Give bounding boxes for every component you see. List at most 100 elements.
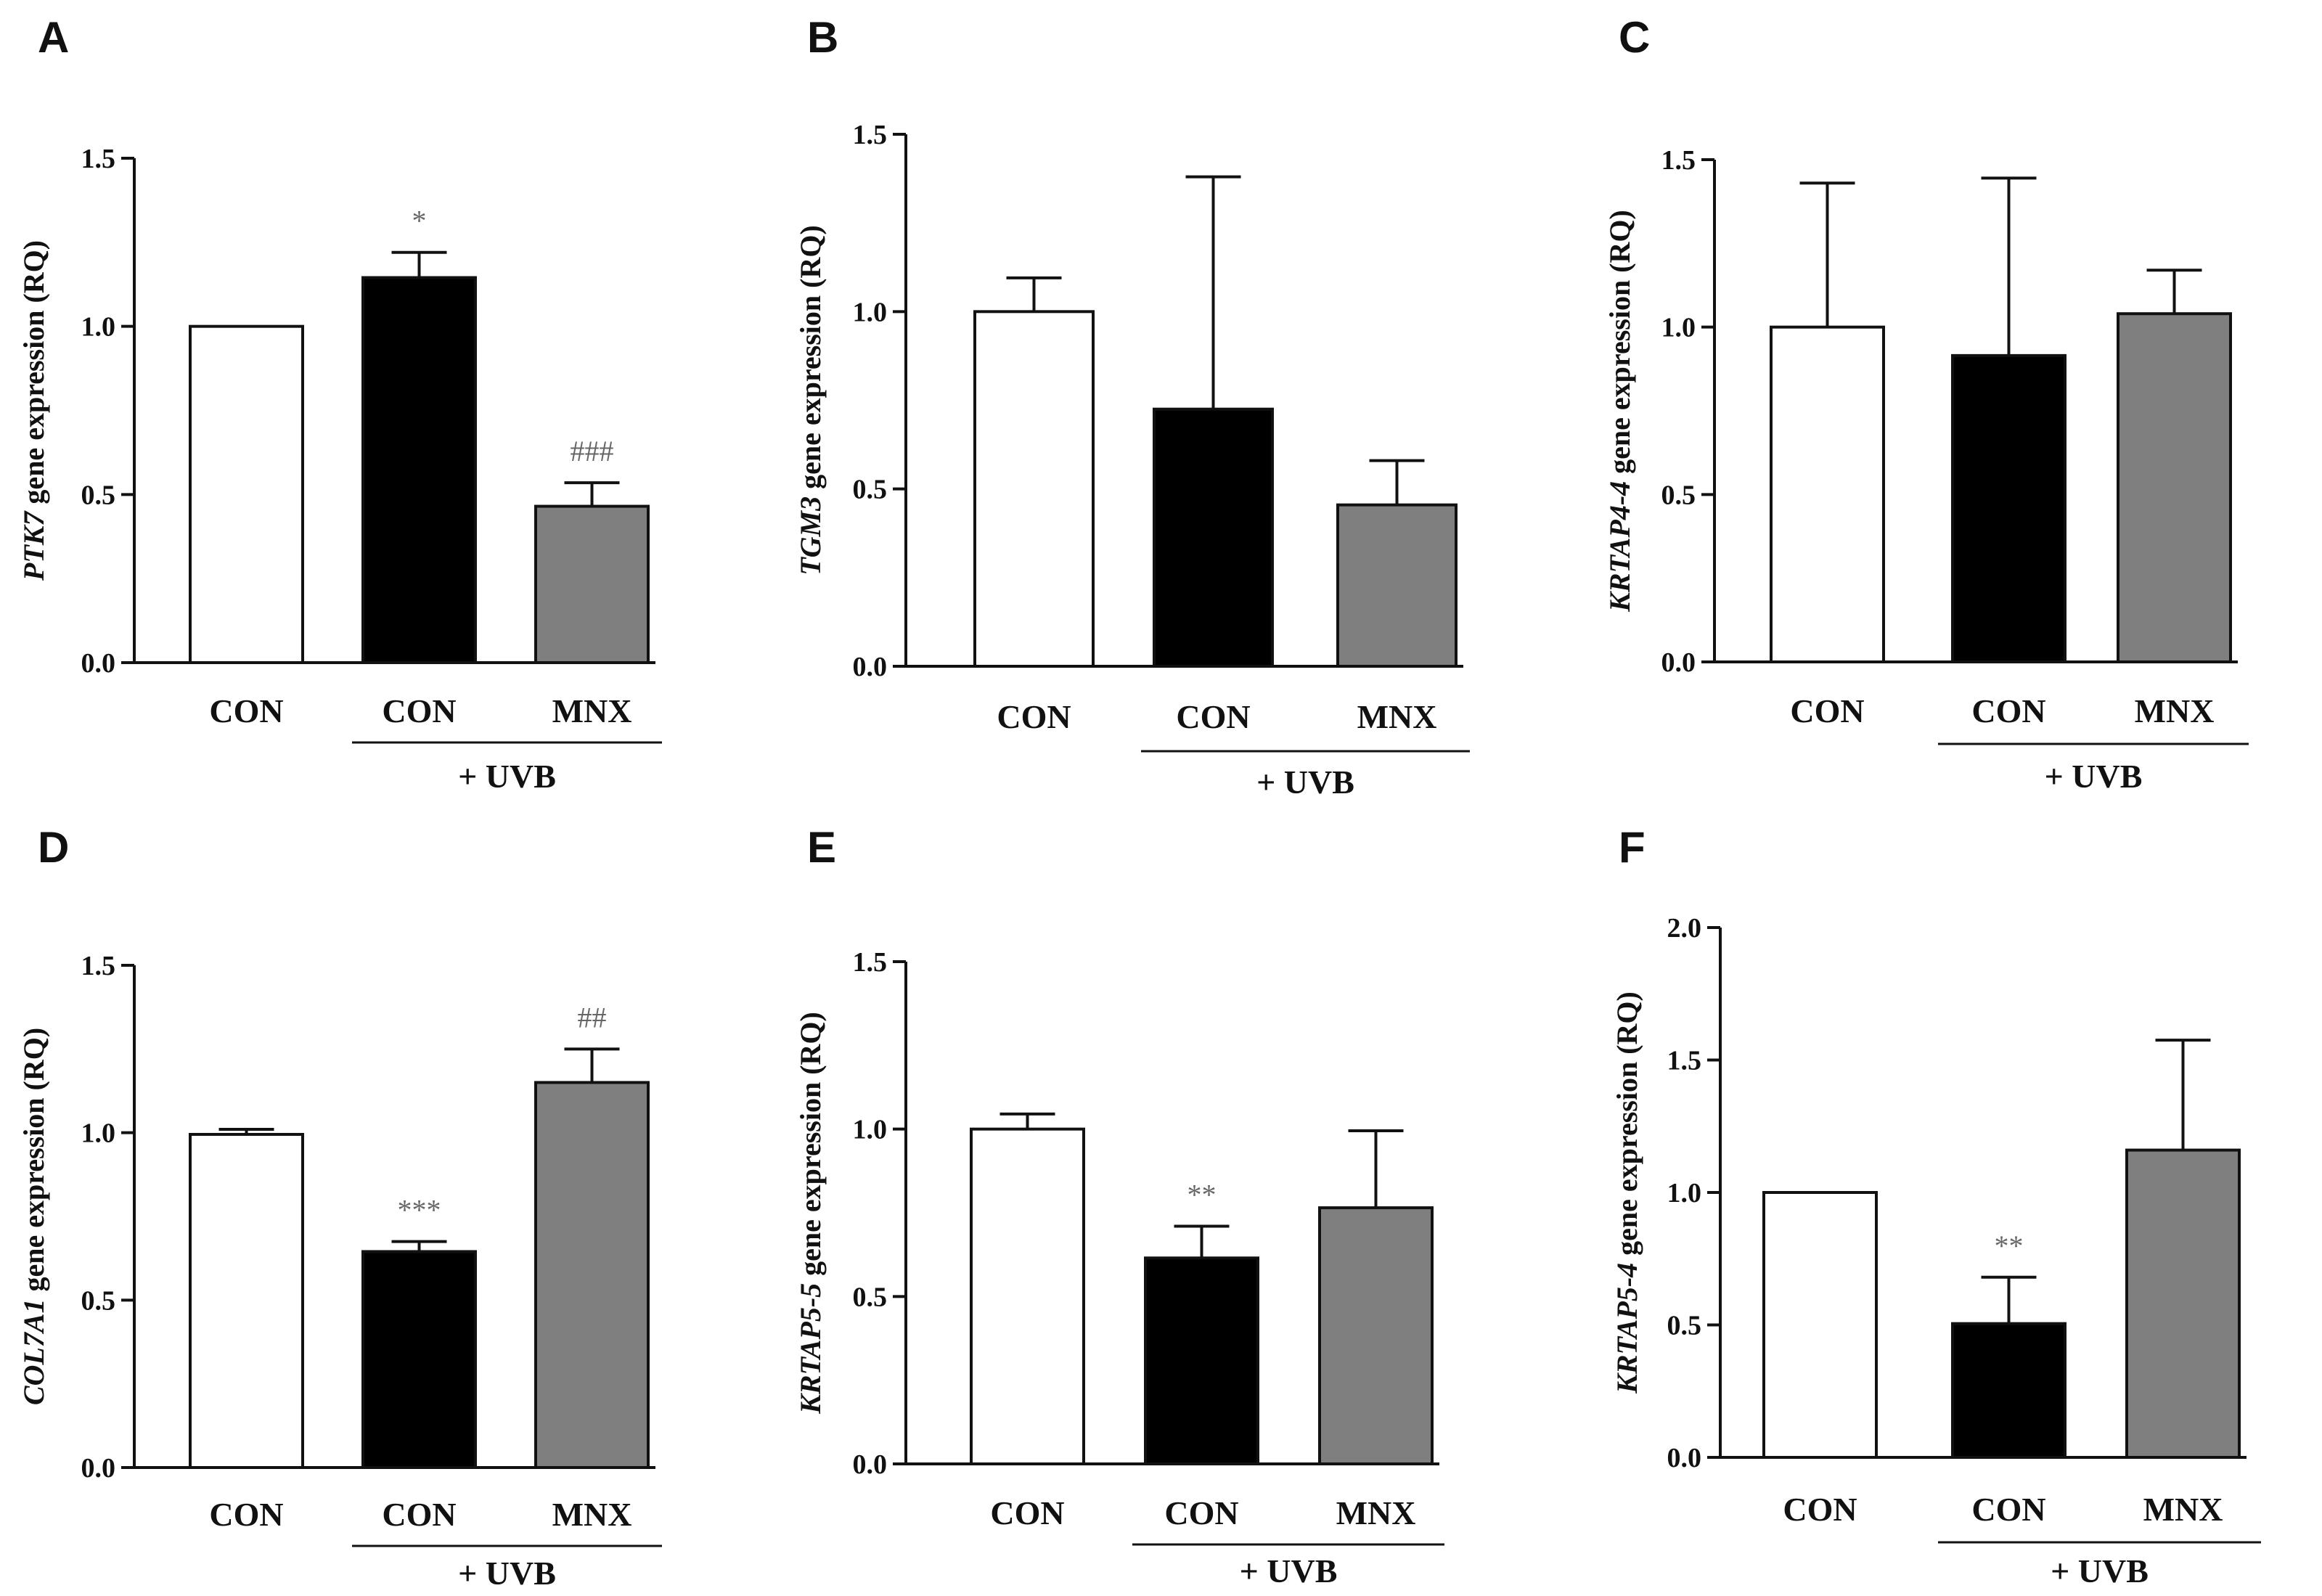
y-tick-label: 1.0 — [853, 1115, 888, 1145]
bar — [361, 1250, 477, 1469]
group-label: + UVB — [2051, 1552, 2149, 1589]
category-label: CON — [1176, 698, 1250, 735]
y-tick-label: 1.5 — [81, 951, 116, 981]
y-tick-label: 1.5 — [853, 120, 888, 150]
group-label: + UVB — [1256, 764, 1354, 801]
panel-a: A 0.0 0.5 1.0 1.5 PTK7 gene expression (RQ) CO… — [17, 13, 662, 795]
category-label: MNX — [1357, 698, 1437, 735]
y-tick-label: 1.0 — [81, 312, 116, 343]
y-tick-label: 1.0 — [1667, 1178, 1702, 1208]
y-tick-label: 0.5 — [81, 480, 116, 510]
significance-mark: ## — [578, 1001, 607, 1034]
y-axis-label: KRTAP5-5 gene expression (RQ) — [794, 1012, 827, 1415]
significance-mark: *** — [398, 1194, 441, 1227]
significance-mark: ** — [1187, 1178, 1217, 1211]
category-label: CON — [209, 1496, 283, 1533]
bar — [361, 276, 477, 664]
bar — [534, 1081, 650, 1469]
category-label: CON — [1783, 1491, 1857, 1528]
y-tick-label: 1.0 — [1661, 313, 1696, 343]
y-axis-label: PTK7 gene expression (RQ) — [17, 240, 50, 581]
category-label: CON — [997, 698, 1071, 735]
significance-mark: ### — [571, 435, 614, 467]
group-label: + UVB — [2045, 758, 2143, 795]
y-axis-gene-name: PTK7 — [17, 510, 50, 582]
y-tick-label: 0.5 — [81, 1285, 116, 1316]
category-label: CON — [1790, 692, 1864, 729]
bar — [1318, 1206, 1434, 1465]
y-tick-label: 0.5 — [853, 1282, 888, 1312]
y-tick-label: 0.5 — [853, 475, 888, 505]
bar — [1144, 1256, 1259, 1466]
y-tick-label: 1.0 — [853, 297, 888, 327]
y-tick-label: 1.5 — [1667, 1046, 1702, 1076]
y-axis-label: KRTAP5-4 gene expression (RQ) — [1611, 991, 1643, 1394]
bar — [189, 324, 304, 664]
category-label: MNX — [2143, 1491, 2223, 1528]
category-label: MNX — [1336, 1494, 1416, 1531]
panel-b: B 0.0 0.5 1.0 1.5 TGM3 gene expression (RQ) CO… — [794, 13, 1470, 801]
y-tick-label: 0.0 — [81, 1453, 116, 1484]
group-label: + UVB — [458, 758, 556, 795]
significance-mark: * — [412, 205, 427, 237]
y-axis-gene-name: KRTAP5-4 — [1611, 1263, 1643, 1394]
y-tick-label: 2.0 — [1667, 913, 1702, 944]
bar — [1951, 1322, 2067, 1460]
panel-e: E 0.0 0.5 1.0 1.5 KRTAP5-5 gene expression (R… — [794, 823, 1444, 1589]
y-tick-label: 1.0 — [81, 1118, 116, 1149]
y-axis-label-suffix: gene expression (RQ) — [794, 1012, 827, 1283]
panel-letter: A — [38, 13, 69, 62]
group-label: + UVB — [1240, 1552, 1338, 1589]
category-label: MNX — [552, 692, 632, 729]
significance-mark: ** — [1995, 1229, 2024, 1262]
y-axis-gene-name: KRTAP4-4 — [1603, 481, 1636, 613]
y-tick-label: 1.5 — [853, 947, 888, 978]
panel-letter: D — [38, 823, 69, 872]
y-tick-label: 0.5 — [1661, 480, 1696, 510]
category-label: CON — [382, 1496, 456, 1533]
bar — [1770, 325, 1885, 663]
y-tick-label: 1.5 — [81, 144, 116, 174]
panel-f: F 0.0 0.5 1.0 1.5 2.0 KRTAP5-4 gene expression… — [1611, 823, 2261, 1589]
y-axis-label-suffix: gene expression (RQ) — [1611, 991, 1643, 1263]
category-label: CON — [1971, 1491, 2045, 1528]
y-axis-gene-name: TGM3 — [794, 496, 827, 576]
bar — [970, 1127, 1085, 1465]
y-tick-label: 0.0 — [853, 1449, 888, 1480]
y-tick-label: 0.0 — [81, 648, 116, 679]
bar — [2117, 312, 2232, 663]
y-axis-label-suffix: gene expression (RQ) — [17, 240, 50, 512]
panel-d: D 0.0 0.5 1.0 1.5 COL7A1 gene expression (RQ)… — [17, 823, 662, 1592]
y-axis-label: TGM3 gene expression (RQ) — [794, 225, 827, 576]
y-axis-label-suffix: gene expression (RQ) — [794, 225, 827, 496]
panel-letter: E — [807, 823, 836, 872]
y-axis-label: COL7A1 gene expression (RQ) — [17, 1028, 50, 1405]
panel-letter: B — [807, 13, 838, 62]
y-axis-label-suffix: gene expression (RQ) — [17, 1028, 50, 1299]
panel-c: C 0.0 0.5 1.0 1.5 KRTAP4-4 gene expression (R… — [1603, 13, 2249, 795]
y-tick-label: 0.0 — [1661, 647, 1696, 678]
category-label: MNX — [2135, 692, 2215, 729]
y-tick-label: 0.0 — [853, 652, 888, 682]
y-axis-gene-name: COL7A1 — [17, 1298, 50, 1405]
y-axis-label: KRTAP4-4 gene expression (RQ) — [1603, 210, 1636, 613]
panel-letter: C — [1619, 13, 1650, 62]
bar — [1336, 503, 1458, 668]
category-label: CON — [990, 1494, 1064, 1531]
bar — [189, 1132, 304, 1470]
bar — [534, 504, 650, 664]
group-label: + UVB — [458, 1555, 556, 1592]
category-label: MNX — [552, 1496, 632, 1533]
bar — [1951, 353, 2067, 663]
bar — [973, 310, 1095, 668]
y-axis-gene-name: KRTAP5-5 — [794, 1283, 827, 1415]
category-label: CON — [382, 692, 456, 729]
category-label: CON — [1164, 1494, 1238, 1531]
y-tick-label: 0.0 — [1667, 1443, 1702, 1473]
bar — [1153, 407, 1274, 668]
bar — [2125, 1148, 2241, 1459]
bar — [1762, 1191, 1878, 1459]
panel-letter: F — [1619, 823, 1646, 872]
y-tick-label: 1.5 — [1661, 145, 1696, 176]
